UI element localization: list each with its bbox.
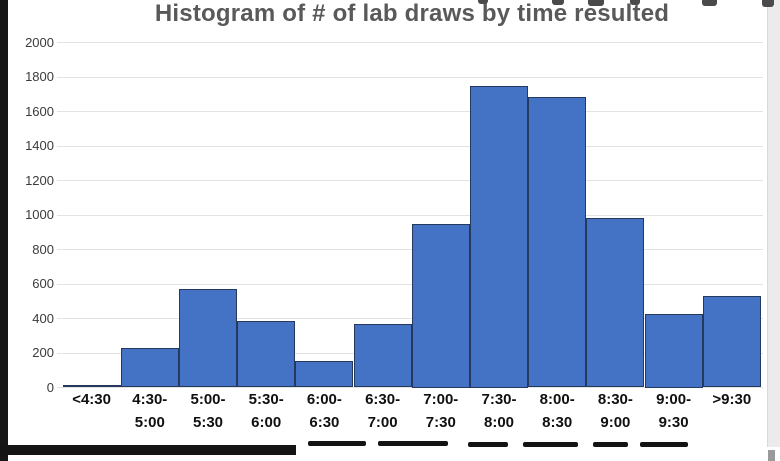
- x-axis-tick-line: 5:00-: [190, 391, 226, 408]
- x-axis-tick-label: 4:30- 5:00: [113, 392, 187, 430]
- histogram-bar: [528, 96, 587, 388]
- y-axis-tick-label: 2000: [25, 34, 54, 50]
- x-axis-tick-line: 7:30-: [481, 391, 517, 408]
- gridline: [57, 387, 763, 388]
- x-axis-tick-line: 8:00: [483, 414, 515, 431]
- histogram-bar: [178, 289, 238, 388]
- x-axis-tick-line: 6:00-: [306, 391, 342, 408]
- y-axis-tick-label: 0: [46, 379, 54, 395]
- x-axis-tick-line: 8:00-: [539, 391, 575, 408]
- cropped-text-fragment: [378, 441, 448, 446]
- gridline: [57, 318, 763, 319]
- x-axis-tick-line: 4:30-: [132, 391, 168, 408]
- cropped-text-fragment: [630, 0, 640, 5]
- cropped-text-fragment: [478, 0, 488, 4]
- x-axis-tick-line: 9:00: [600, 414, 631, 431]
- y-axis-tick-label: 1000: [25, 207, 54, 222]
- x-axis-tick-label: 5:00- 5:30: [171, 392, 245, 430]
- x-axis-tick-label: 7:00- 7:30: [404, 392, 478, 430]
- y-axis-tick-label: 400: [32, 310, 54, 326]
- chart-title: Histogram of # of lab draws by time resu…: [154, 0, 670, 27]
- x-axis-tick-line: 9:30: [658, 414, 689, 431]
- gridline: [57, 180, 763, 181]
- cropped-text-fragment: [640, 442, 688, 447]
- histogram-bar: [120, 347, 179, 388]
- scrollbar-thumb-fragment: [768, 450, 775, 461]
- x-axis-tick-line: 5:00: [134, 414, 165, 431]
- cropped-text-fragment: [762, 0, 774, 7]
- x-axis-tick-line: >9:30: [712, 391, 752, 408]
- x-axis-tick-line: 7:30: [425, 414, 456, 431]
- x-axis-tick-line: 9:00-: [656, 391, 692, 408]
- y-axis-tick-label: 800: [32, 241, 54, 257]
- y-axis-tick-label: 600: [32, 276, 54, 291]
- histogram-bar: [644, 314, 703, 388]
- cropped-text-fragment: [593, 442, 628, 447]
- histogram-bar: [702, 296, 761, 388]
- x-axis-tick-label: 6:00- 6:30: [287, 392, 361, 430]
- cropped-text-fragment: [588, 0, 604, 6]
- left-crop-bar: [0, 0, 8, 461]
- x-axis-tick-label: 8:30- 9:00: [578, 392, 652, 430]
- x-axis-tick-line: 6:00: [251, 414, 282, 431]
- x-axis-tick-label: 8:00- 8:30: [520, 392, 594, 430]
- gridline: [57, 145, 763, 147]
- histogram-bar: [586, 217, 645, 388]
- x-axis-tick-line: <4:30: [72, 391, 111, 408]
- gridline: [57, 111, 763, 112]
- x-axis-tick-label: >9:30: [695, 392, 769, 407]
- x-axis-tick-line: 6:30: [309, 414, 340, 431]
- gridline: [57, 42, 763, 43]
- histogram-bar: [62, 385, 121, 388]
- cropped-text-fragment: [552, 0, 564, 5]
- x-axis-tick-label: 6:30- 7:00: [346, 392, 420, 430]
- bottom-crop-bar: [0, 445, 296, 455]
- x-axis-tick-line: 6:30-: [365, 391, 401, 408]
- x-axis-tick-line: 5:30: [192, 414, 224, 431]
- y-axis-tick-label: 1200: [25, 172, 54, 188]
- cropped-text-fragment: [702, 0, 717, 6]
- x-axis-tick-line: 8:30: [542, 414, 573, 431]
- x-axis-tick-line: 7:00: [367, 414, 398, 431]
- y-axis-tick-label: 200: [32, 345, 54, 360]
- gridline: [57, 76, 763, 78]
- x-axis-tick-line: 8:30-: [597, 391, 633, 408]
- right-edge-strip: [767, 0, 780, 447]
- x-axis-tick-line: 5:30-: [248, 391, 284, 408]
- histogram-bar: [295, 360, 354, 388]
- y-axis-tick-label: 1400: [25, 138, 54, 153]
- x-axis-tick-label: 7:30- 8:00: [462, 392, 536, 430]
- cropped-text-fragment: [468, 442, 508, 447]
- histogram-bar: [411, 223, 470, 388]
- gridline: [57, 249, 763, 250]
- x-axis-tick-label: 9:00- 9:30: [637, 392, 711, 430]
- cropped-text-fragment: [523, 442, 578, 447]
- x-axis-tick-label: 5:30- 6:00: [229, 392, 303, 430]
- gridline: [57, 283, 763, 285]
- histogram-bar: [353, 323, 412, 388]
- cropped-text-fragment: [308, 441, 366, 446]
- histogram-bar: [237, 321, 296, 388]
- gridline: [57, 214, 763, 216]
- y-axis-tick-label: 1600: [25, 103, 54, 119]
- x-axis-tick-line: 7:00-: [423, 391, 459, 408]
- y-axis-tick-label: 1800: [25, 69, 54, 84]
- x-axis-tick-label: <4:30: [55, 392, 129, 407]
- histogram-bar: [469, 85, 529, 388]
